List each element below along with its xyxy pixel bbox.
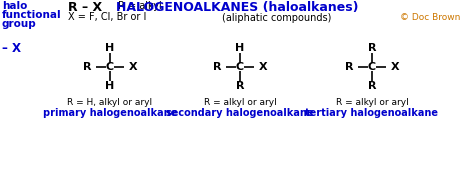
Text: C: C: [236, 62, 244, 72]
Text: R = alkyl or aryl: R = alkyl or aryl: [204, 98, 276, 107]
Text: X = F, Cl, Br or I: X = F, Cl, Br or I: [68, 12, 146, 22]
Text: functional: functional: [2, 10, 62, 20]
Text: R = alkyl or aryl: R = alkyl or aryl: [336, 98, 409, 107]
Text: group: group: [2, 19, 37, 29]
Text: (aliphatic compounds): (aliphatic compounds): [222, 13, 331, 23]
Text: R = H, alkyl or aryl: R = H, alkyl or aryl: [67, 98, 153, 107]
Text: H: H: [236, 43, 245, 53]
Text: H: H: [105, 81, 115, 91]
Text: R: R: [368, 81, 376, 91]
Text: X: X: [128, 62, 137, 72]
Text: C: C: [368, 62, 376, 72]
Text: C: C: [106, 62, 114, 72]
Text: halo: halo: [2, 1, 27, 11]
Text: tertiary halogenoalkane: tertiary halogenoalkane: [306, 108, 438, 118]
Text: R: R: [345, 62, 353, 72]
Text: X: X: [391, 62, 399, 72]
Text: secondary halogenoalkane: secondary halogenoalkane: [166, 108, 314, 118]
Text: H: H: [105, 43, 115, 53]
Text: primary halogenoalkane: primary halogenoalkane: [43, 108, 177, 118]
Text: R = alkyl: R = alkyl: [118, 1, 162, 11]
Text: R: R: [83, 62, 91, 72]
Text: HALOGENOALKANES (haloalkanes): HALOGENOALKANES (haloalkanes): [116, 1, 358, 14]
Text: R: R: [368, 43, 376, 53]
Text: – X: – X: [2, 42, 21, 55]
Text: R: R: [236, 81, 244, 91]
Text: R: R: [213, 62, 221, 72]
Text: R – X: R – X: [68, 1, 102, 14]
Text: X: X: [259, 62, 267, 72]
Text: © Doc Brown: © Doc Brown: [400, 13, 460, 22]
